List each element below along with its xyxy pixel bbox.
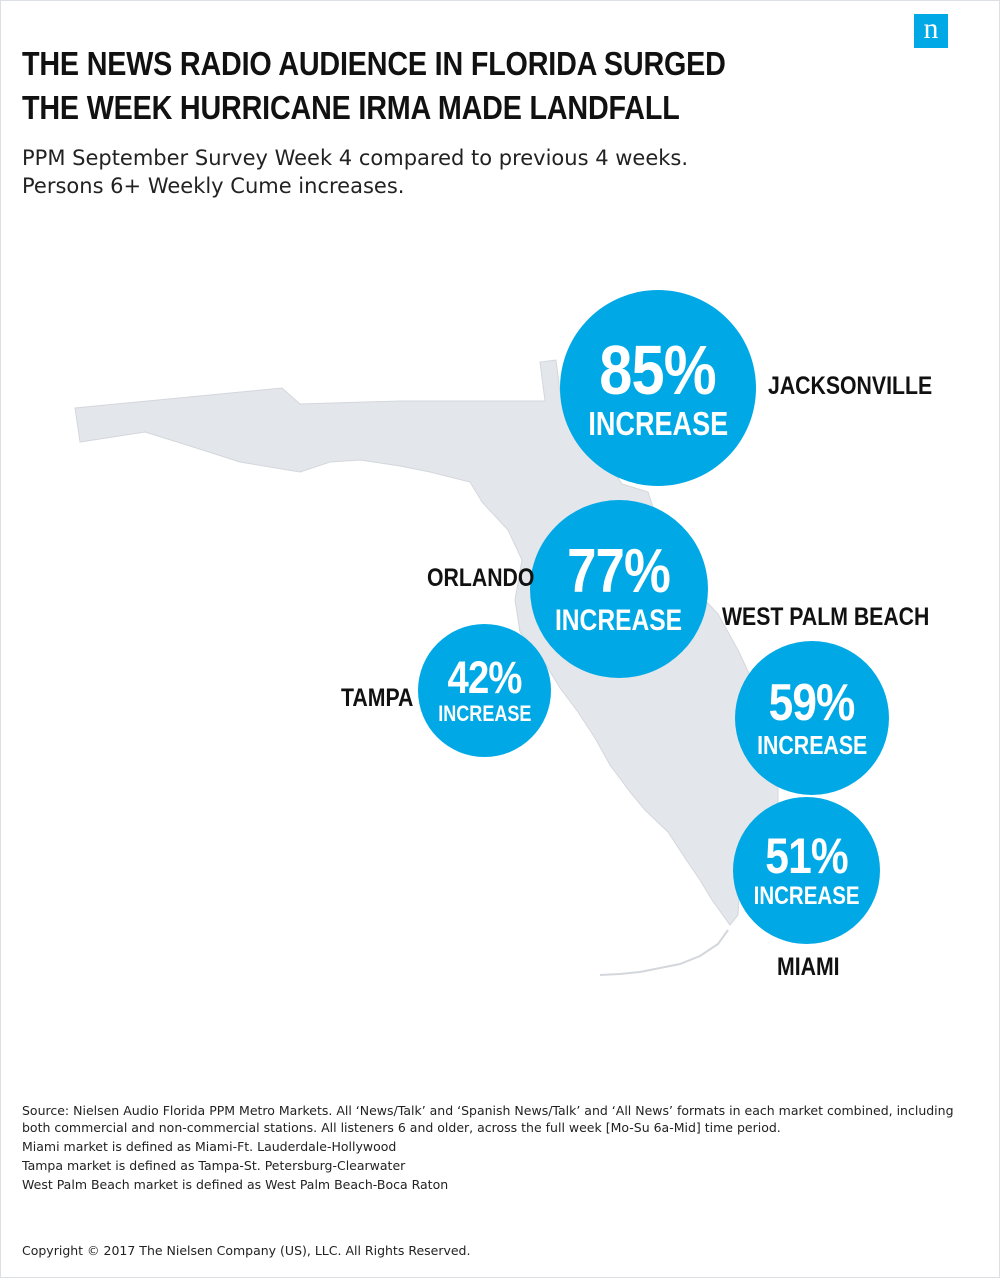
tampa-bubble: 42% INCREASE [418, 624, 551, 757]
west-palm-beach-definition-note: West Palm Beach market is defined as Wes… [22, 1177, 449, 1192]
jacksonville-value: 85% [599, 331, 717, 409]
miami-bubble: 51% INCREASE [733, 797, 880, 944]
footnotes: Source: Nielsen Audio Florida PPM Metro … [22, 1102, 982, 1195]
title-line-2: THE WEEK HURRICANE IRMA MADE LANDFALL [22, 89, 680, 126]
jacksonville-city-label: JACKSONVILLE [768, 372, 933, 400]
orlando-increase-label: INCREASE [555, 604, 683, 637]
subtitle-line-1: PPM September Survey Week 4 compared to … [22, 146, 689, 170]
west-palm-beach-city-label: WEST PALM BEACH [722, 603, 930, 631]
orlando-value: 77% [567, 537, 672, 606]
tampa-value: 42% [447, 651, 522, 703]
west-palm-beach-value: 59% [769, 674, 856, 732]
miami-value: 51% [765, 828, 848, 884]
miami-increase-label: INCREASE [753, 882, 860, 910]
west-palm-beach-bubble: 59% INCREASE [735, 641, 889, 795]
title-line-1: THE NEWS RADIO AUDIENCE IN FLORIDA SURGE… [22, 45, 726, 82]
nielsen-logo: n [914, 14, 948, 48]
tampa-city-label: TAMPA [341, 684, 414, 712]
tampa-increase-label: INCREASE [437, 700, 532, 726]
west-palm-beach-increase-label: INCREASE [756, 730, 868, 760]
subtitle-line-2: Persons 6+ Weekly Cume increases. [22, 174, 405, 198]
copyright-text: Copyright © 2017 The Nielsen Company (US… [22, 1243, 471, 1258]
page-title: THE NEWS RADIO AUDIENCE IN FLORIDA SURGE… [22, 42, 726, 130]
jacksonville-bubble: 85% INCREASE [560, 290, 756, 486]
florida-keys [599, 929, 729, 976]
orlando-city-label: ORLANDO [427, 564, 535, 592]
orlando-bubble: 77% INCREASE [530, 500, 708, 678]
jacksonville-increase-label: INCREASE [588, 405, 728, 442]
miami-city-label: MIAMI [777, 953, 840, 981]
page-subtitle: PPM September Survey Week 4 compared to … [22, 144, 688, 200]
tampa-definition-note: Tampa market is defined as Tampa-St. Pet… [22, 1158, 406, 1173]
miami-definition-note: Miami market is defined as Miami-Ft. Lau… [22, 1139, 397, 1154]
source-note: Source: Nielsen Audio Florida PPM Metro … [22, 1103, 954, 1135]
